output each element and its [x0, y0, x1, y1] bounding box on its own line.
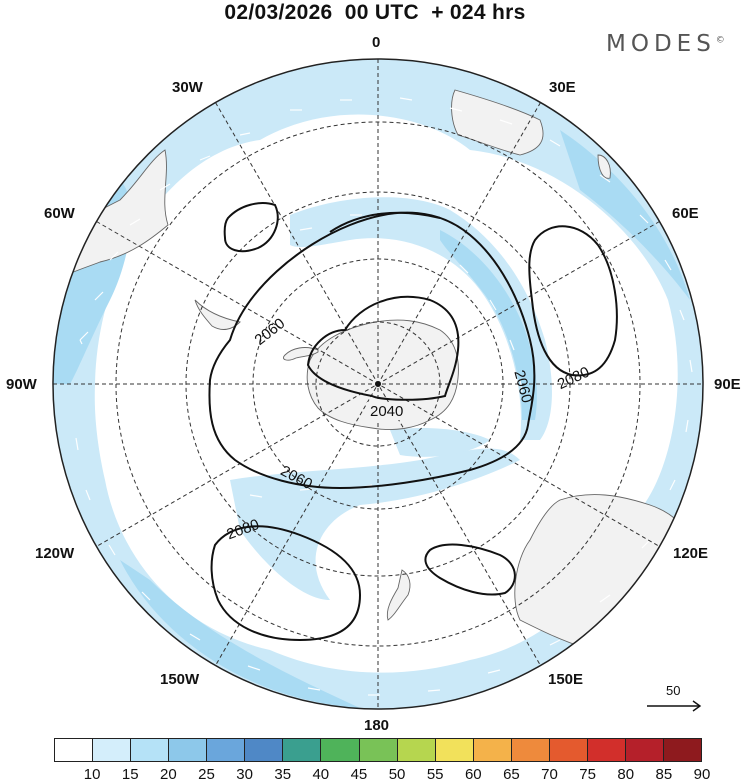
reference-vector-label: 50 — [666, 683, 680, 698]
colorbar-tick-label: 70 — [541, 766, 558, 783]
colorbar-cell-3 — [169, 739, 208, 761]
map-border — [52, 58, 704, 710]
jet-band-inner — [290, 197, 552, 440]
contour-label-2040: 2040 — [370, 403, 403, 420]
colorbar-cell-12 — [511, 739, 550, 761]
lon-label-30w: 30W — [172, 79, 203, 96]
colorbar-cell-5 — [245, 739, 284, 761]
colorbar-tick-label: 85 — [655, 766, 673, 783]
colorbar-cell-14 — [587, 739, 626, 761]
patagonia-tip — [194, 299, 241, 330]
madagascar — [597, 154, 611, 179]
colorbar-tick-label: 15 — [121, 766, 139, 783]
colorbar-cell-6 — [283, 739, 322, 761]
colorbar-tick-label: 10 — [83, 766, 101, 783]
colorbar-cell-8 — [359, 739, 398, 761]
lon-label-120e: 120E — [673, 545, 709, 562]
lon-label-120w: 120W — [35, 545, 75, 562]
jet-band-south — [230, 448, 520, 600]
colorbar-cell-11 — [473, 739, 512, 761]
colorbar-cell-13 — [549, 739, 588, 761]
contour-2080-southeast — [424, 543, 516, 596]
lon-label-60e: 60E — [672, 205, 699, 222]
colorbar-tick-label: 50 — [388, 766, 406, 783]
new-zealand — [386, 569, 411, 621]
colorbar-cell-4 — [207, 739, 246, 761]
colorbar-cell-10 — [435, 739, 474, 761]
lon-label-60w: 60W — [44, 205, 75, 222]
colorbar-tick-label: 25 — [198, 766, 215, 783]
colorbar-tick-label: 35 — [274, 766, 292, 783]
colorbar-tick-label: 55 — [426, 766, 444, 783]
lon-label-30e: 30E — [549, 79, 576, 96]
colorbar-cell-1 — [93, 739, 132, 761]
lon-label-180: 180 — [364, 717, 390, 734]
colorbar — [54, 738, 702, 762]
colorbar-tick-label: 90 — [693, 766, 711, 783]
map-title: 02/03/2026 00 UTC + 024 hrs — [224, 1, 526, 24]
contour-2060-upper — [329, 211, 441, 233]
map-disc — [53, 59, 703, 709]
colorbar-cell-15 — [625, 739, 664, 761]
colorbar-tick-label: 80 — [617, 766, 635, 783]
modes-logo: MODES© — [606, 31, 725, 57]
contour-2080-south — [210, 525, 362, 642]
contour-2060-inner — [208, 211, 536, 490]
africa — [451, 89, 544, 156]
jet-band-strong-ne — [560, 130, 690, 300]
colorbar-tick-label: 45 — [350, 766, 368, 783]
lon-label-150e: 150E — [548, 671, 584, 688]
copyright-mark: © — [715, 35, 725, 46]
colorbar-cell-16 — [664, 739, 702, 761]
wind-vectors — [75, 97, 693, 696]
lon-label-0: 0 — [372, 34, 381, 51]
contour-2080-west-cut — [223, 202, 279, 253]
colorbar-cell-2 — [131, 739, 170, 761]
colorbar-ticks: 10 15 20 25 30 35 40 45 50 55 60 65 70 75 80 85 90 — [54, 766, 711, 783]
colorbar-tick-label: 75 — [579, 766, 596, 783]
colorbar-tick-label: 60 — [464, 766, 482, 783]
colorbar-tick-label: 30 — [236, 766, 253, 783]
height-contours — [208, 202, 618, 642]
colorbar-tick-label: 65 — [503, 766, 520, 783]
lon-label-90w: 90W — [6, 376, 37, 393]
colorbar-cell-0 — [55, 739, 94, 761]
jet-band-inner-core — [440, 230, 537, 420]
lon-label-90e: 90E — [714, 376, 741, 393]
south-pole-marker — [375, 381, 381, 387]
reference-vector-arrow — [647, 700, 702, 712]
contour-2040 — [306, 295, 460, 401]
brand-name: MODES — [606, 31, 716, 57]
jet-band-southeast — [390, 428, 490, 457]
colorbar-cell-7 — [321, 739, 360, 761]
colorbar-tick-label: 40 — [312, 766, 330, 783]
colorbar-tick-label: 20 — [160, 766, 177, 783]
colorbar-cell-9 — [397, 739, 436, 761]
lon-label-150w: 150W — [160, 671, 200, 688]
contour-2080-east — [528, 225, 618, 377]
